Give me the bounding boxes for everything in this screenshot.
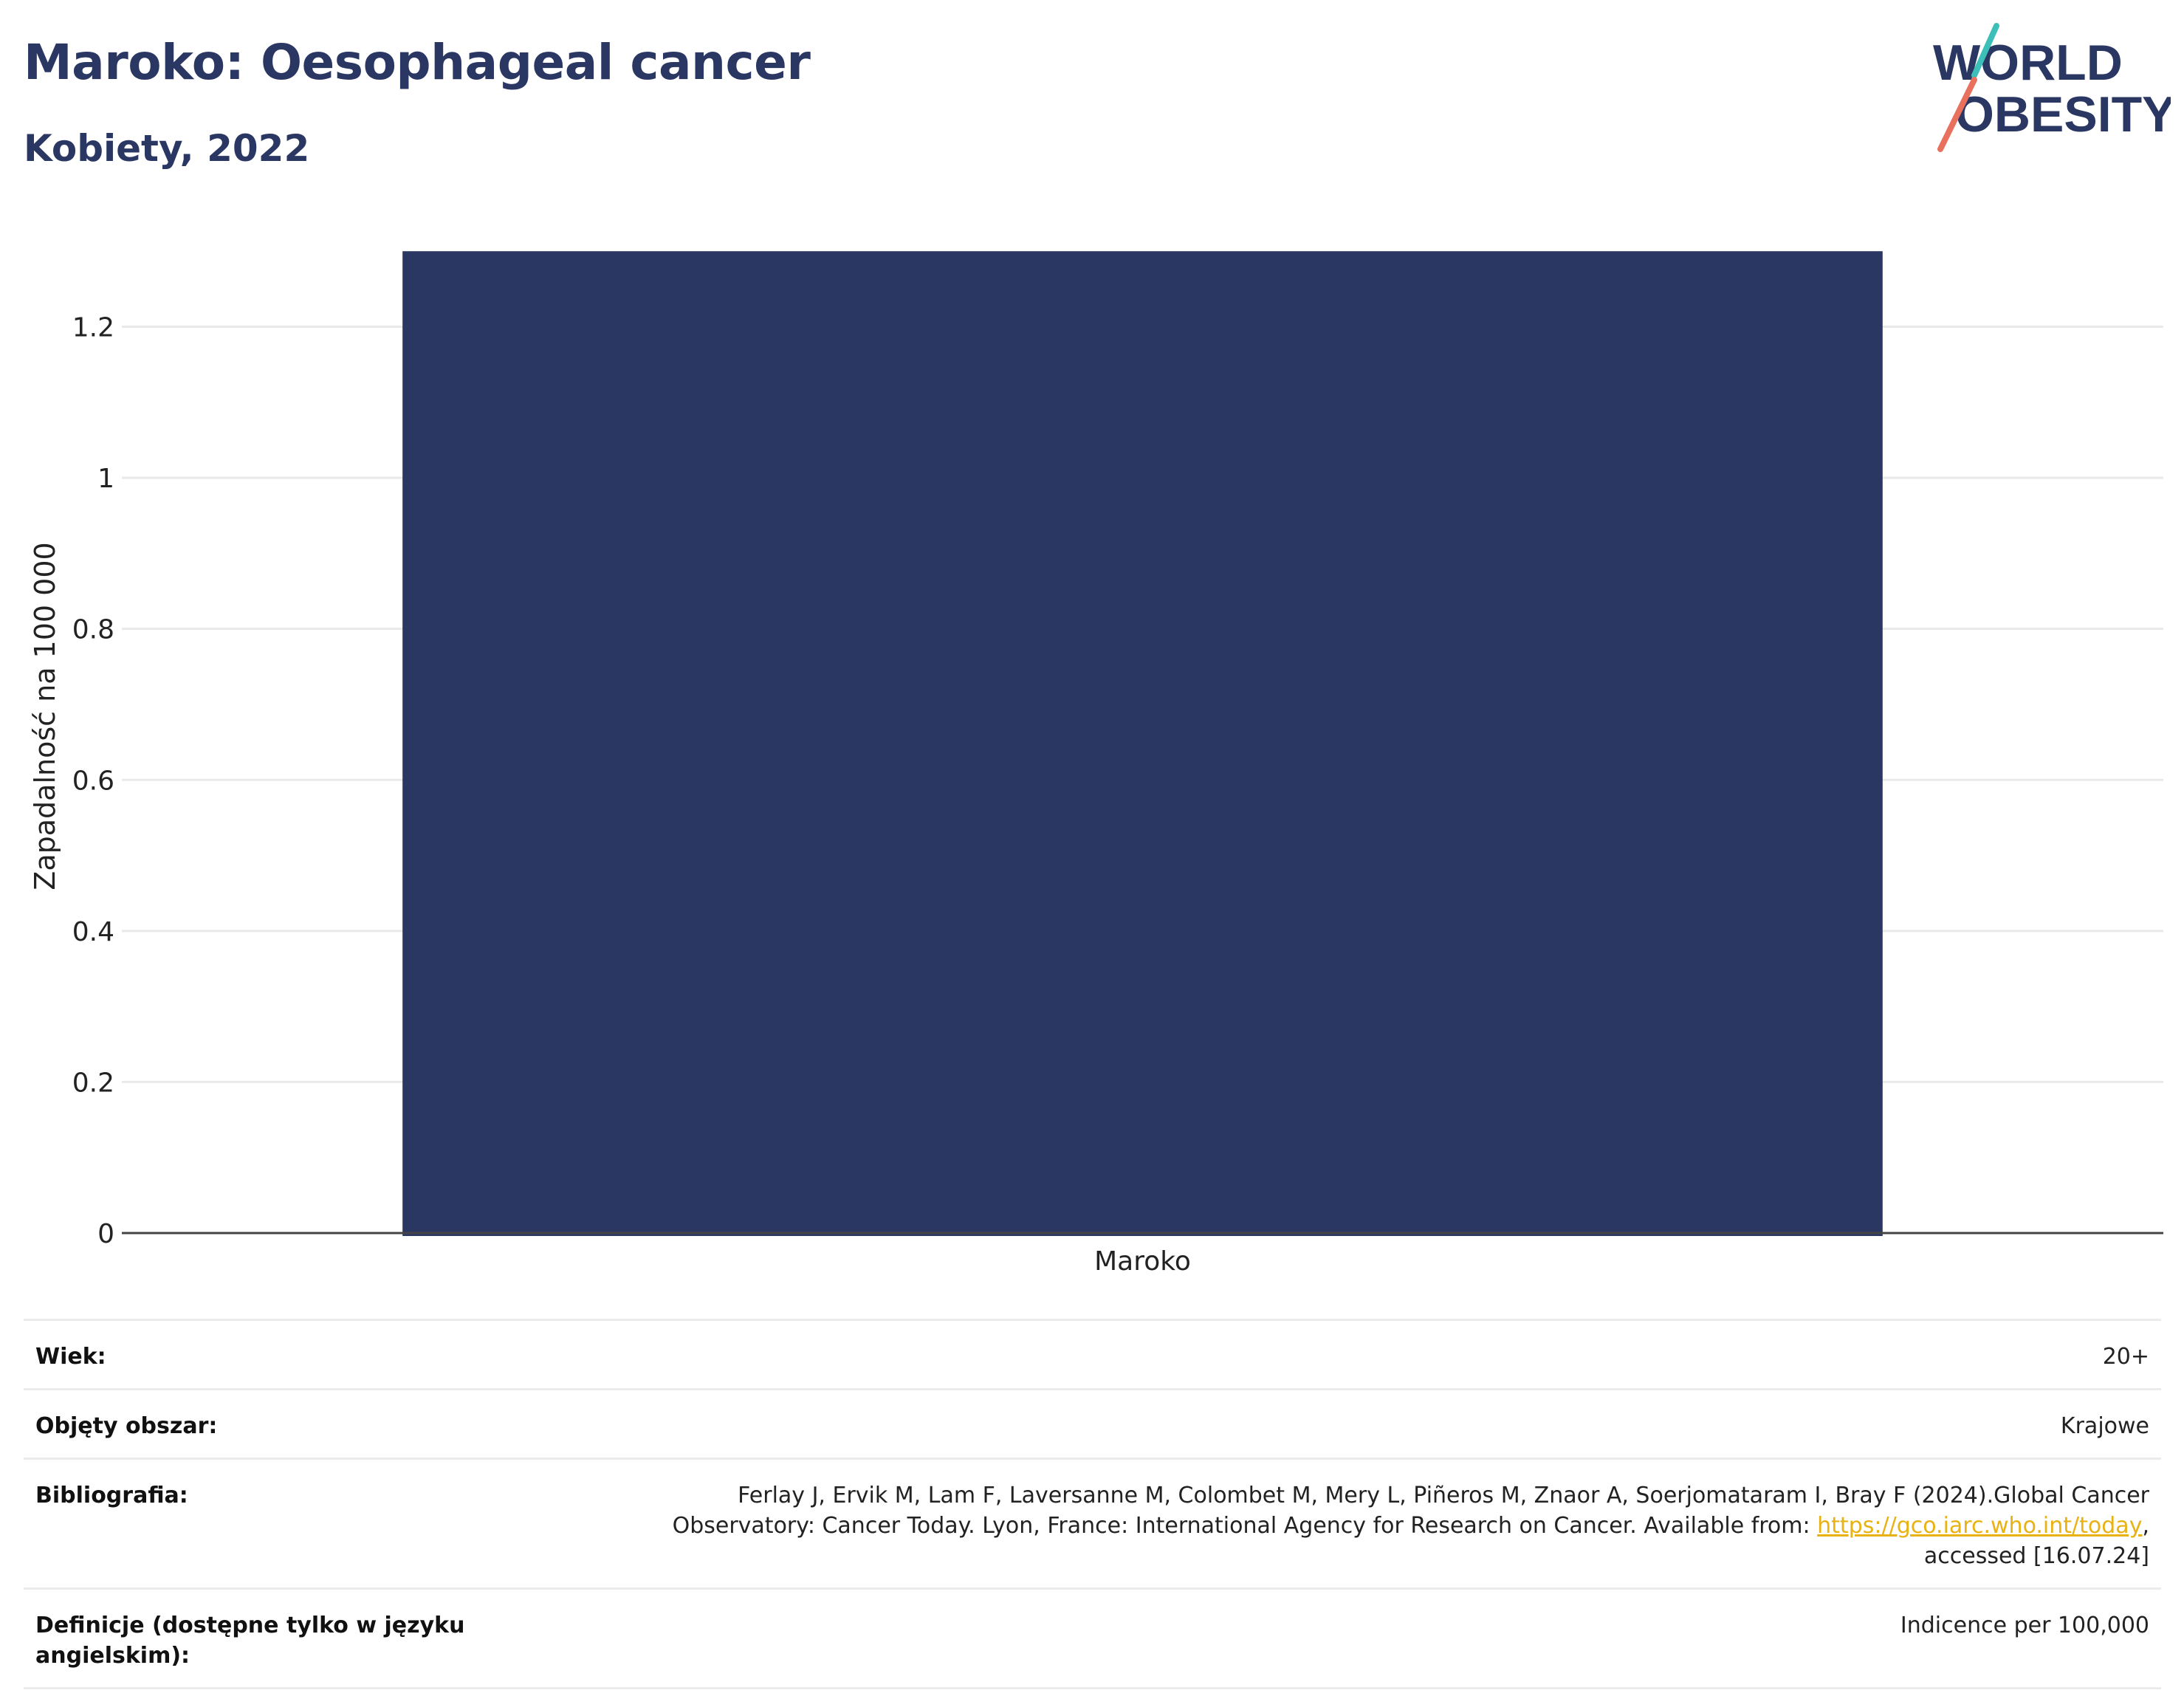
world-obesity-logo: WORLD OBESITY (1933, 23, 2171, 152)
logo-word-obesity: OBESITY (1955, 86, 2171, 143)
bibliography-value: Ferlay J, Ervik M, Lam F, Laversanne M, … (505, 1458, 2161, 1589)
logo-word-world: WORLD (1933, 35, 2123, 91)
area-label: Objęty obszar: (24, 1388, 505, 1459)
info-row-area: Objęty obszar: Krajowe (24, 1388, 2161, 1459)
definitions-value: Indicence per 100,000 (505, 1587, 2161, 1689)
area-value: Krajowe (505, 1388, 2161, 1459)
bars (402, 251, 1883, 1236)
bibliography-link[interactable]: https://gco.iarc.who.int/today (1817, 1513, 2143, 1539)
x-tick-label: Maroko (1094, 1246, 1191, 1277)
definitions-label: Definicje (dostępne tylko w języku angie… (24, 1587, 505, 1689)
logo-slash-bottom (1937, 77, 1977, 152)
age-label: Wiek: (24, 1319, 505, 1390)
chart-title: Maroko: Oesophageal cancer (24, 34, 811, 91)
y-tick-label: 1.2 (72, 313, 114, 343)
bibliography-text-4: accessed [16.07.24] (1923, 1543, 2149, 1569)
x-axis-ticks: Maroko (1094, 1246, 1191, 1277)
age-value: 20+ (505, 1319, 2161, 1390)
bibliography-text-3: , (2142, 1513, 2149, 1539)
y-tick-label: 0.4 (72, 917, 114, 947)
bar-chart: 0 0.2 0.4 0.6 0.8 1 1.2 Maroko Zapadalność na … (29, 251, 2163, 1277)
y-tick-label: 0.8 (72, 615, 114, 645)
y-tick-label: 0.6 (72, 766, 114, 796)
y-tick-label: 0 (97, 1219, 114, 1249)
info-row-bibliography: Bibliografia: Ferlay J, Ervik M, Lam F, … (24, 1458, 2161, 1589)
y-axis-label: Zapadalność na 100 000 (29, 542, 61, 890)
bibliography-label: Bibliografia: (24, 1458, 505, 1589)
y-tick-label: 0.2 (72, 1068, 114, 1098)
info-table: Wiek: 20+ Objęty obszar: Krajowe Bibliog… (24, 1319, 2161, 1689)
bar[interactable] (402, 251, 1883, 1236)
bibliography-text-2: Observatory: Cancer Today. Lyon, France:… (672, 1513, 1818, 1539)
y-axis-ticks: 0 0.2 0.4 0.6 0.8 1 1.2 (72, 313, 114, 1249)
bibliography-text-1: Ferlay J, Ervik M, Lam F, Laversanne M, … (738, 1483, 2149, 1508)
y-tick-label: 1 (97, 464, 114, 494)
logo-slash-top (1971, 23, 1999, 78)
chart-subtitle: Kobiety, 2022 (24, 127, 310, 170)
info-row-age: Wiek: 20+ (24, 1319, 2161, 1390)
info-row-definitions: Definicje (dostępne tylko w języku angie… (24, 1587, 2161, 1689)
